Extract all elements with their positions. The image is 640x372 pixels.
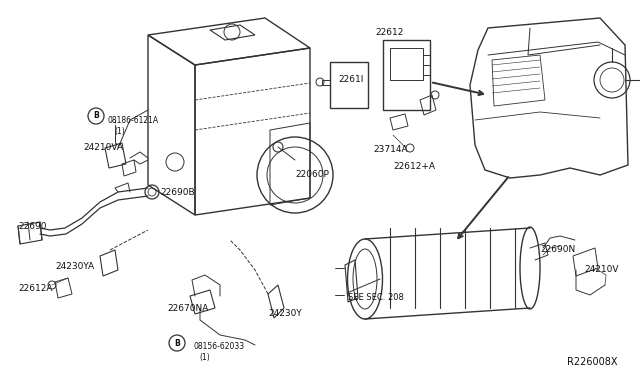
Text: 24210VA: 24210VA xyxy=(83,143,123,152)
Ellipse shape xyxy=(520,227,540,309)
Text: SEE SEC. 208: SEE SEC. 208 xyxy=(348,293,404,302)
Text: 22612A: 22612A xyxy=(18,284,52,293)
Text: 22060P: 22060P xyxy=(295,170,329,179)
Text: 22690: 22690 xyxy=(18,222,47,231)
Text: B: B xyxy=(174,339,180,347)
Text: (1): (1) xyxy=(199,353,210,362)
Text: 22690N: 22690N xyxy=(540,245,575,254)
Text: (1): (1) xyxy=(114,127,125,136)
Text: 22612: 22612 xyxy=(376,28,404,37)
Text: 24230Y: 24230Y xyxy=(268,309,301,318)
Text: B: B xyxy=(93,112,99,121)
Text: 22612+A: 22612+A xyxy=(393,162,435,171)
Text: 22690B: 22690B xyxy=(160,188,195,197)
Text: 23714A: 23714A xyxy=(373,145,408,154)
Text: 24230YA: 24230YA xyxy=(55,262,94,271)
Text: R226008X: R226008X xyxy=(567,357,618,367)
Text: 2261I: 2261I xyxy=(338,75,364,84)
Text: 08156-62033: 08156-62033 xyxy=(193,342,244,351)
Text: 22670NA: 22670NA xyxy=(167,304,209,313)
Text: 08186-6121A: 08186-6121A xyxy=(108,116,159,125)
Text: 24210V: 24210V xyxy=(584,265,618,274)
